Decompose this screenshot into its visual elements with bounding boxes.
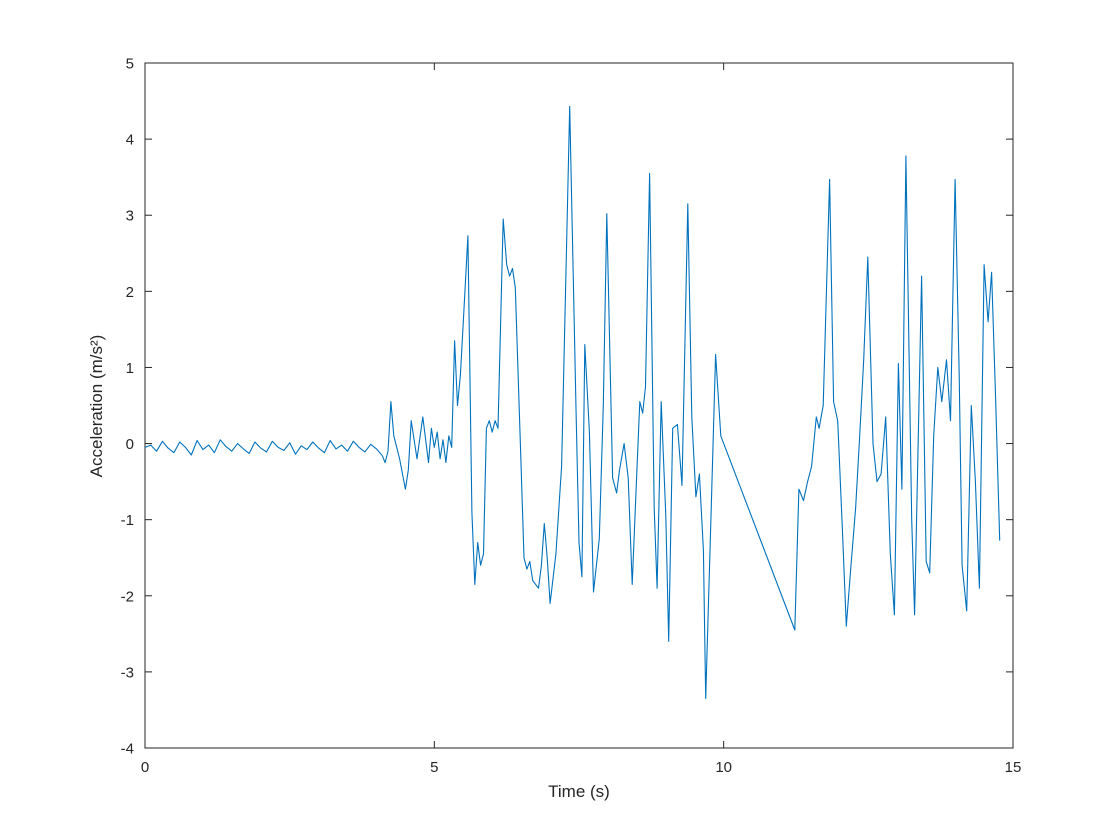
y-tick-label: 2 xyxy=(126,284,134,301)
x-tick-label: 5 xyxy=(430,759,438,776)
y-tick-label: 5 xyxy=(126,56,134,73)
x-tick-label: 10 xyxy=(715,759,732,776)
y-tick-label: -2 xyxy=(121,588,134,605)
plot-clip-group xyxy=(145,105,1001,700)
y-tick-label: 3 xyxy=(126,208,134,225)
y-axis-label: Acceleration (m/s²) xyxy=(87,335,106,478)
axis-tick-marks xyxy=(144,62,1014,749)
acceleration-series-line xyxy=(145,105,1001,700)
axis-tick-labels: 0 5 10 15 -4 -3 -2 -1 0 1 2 3 4 5 xyxy=(121,56,1022,777)
x-tick-label: 0 xyxy=(141,759,149,776)
plot-area-box xyxy=(144,62,1014,749)
y-tick-label: 4 xyxy=(126,132,134,149)
y-tick-label: -1 xyxy=(121,512,134,529)
x-tick-label: 15 xyxy=(1005,759,1022,776)
y-tick-label: -3 xyxy=(121,664,134,681)
y-tick-label: -4 xyxy=(121,741,134,758)
y-tick-label: 0 xyxy=(126,436,134,453)
x-axis-label: Time (s) xyxy=(548,782,610,801)
y-tick-label: 1 xyxy=(126,360,134,377)
